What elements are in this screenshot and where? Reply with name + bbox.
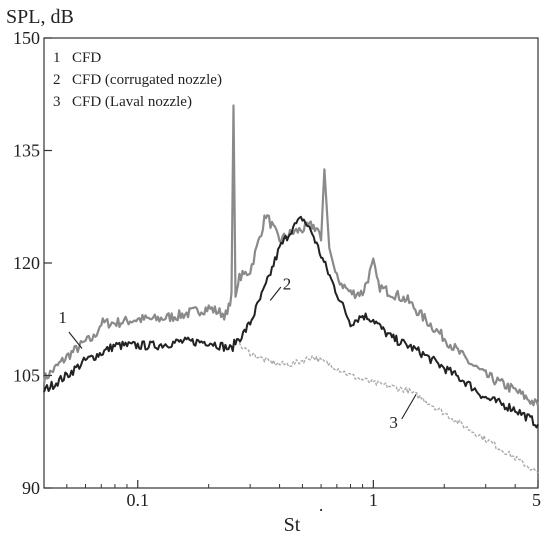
curve-label-2: 2 <box>283 274 292 293</box>
curve-leader-1 <box>68 331 83 349</box>
legend-entry: CFD (Laval nozzle) <box>72 94 192 110</box>
curve-leader-3 <box>401 393 417 420</box>
legend-number: 1 <box>53 50 61 66</box>
legend-entry: CFD (corrugated nozzle) <box>72 72 222 88</box>
legend: 1 CFD 2 CFD (corrugated nozzle) 3 CFD (Laval … <box>53 50 222 110</box>
x-tick-label: 1 <box>369 490 378 510</box>
legend-number: 2 <box>53 72 61 88</box>
y-tick-label: 90 <box>22 478 40 498</box>
series-line-2 <box>43 215 539 429</box>
tick-layer: 90 105 120 135 150 0.1 1 5 <box>13 28 541 510</box>
x-axis-title: St <box>284 514 301 536</box>
legend-entry: CFD <box>72 50 101 66</box>
series-line-1 <box>42 104 540 407</box>
series-line-3 <box>238 342 539 474</box>
x-tick-label: 0.1 <box>126 490 149 510</box>
x-tick-label: 5 <box>532 490 541 510</box>
legend-number: 3 <box>53 94 61 110</box>
series-layer <box>42 104 540 474</box>
y-axis-title: SPL, dB <box>6 6 74 28</box>
y-tick-label: 120 <box>13 253 40 273</box>
curve-labels: 1 2 3 · <box>58 274 417 520</box>
y-tick-label: 105 <box>13 366 40 386</box>
curve-leader-2 <box>269 286 282 301</box>
curve-label-1: 1 <box>58 308 67 327</box>
y-tick-label: 150 <box>13 28 40 48</box>
annotation-dot: · <box>318 500 324 520</box>
curve-label-3: 3 <box>389 413 398 432</box>
y-tick-label: 135 <box>13 141 40 161</box>
